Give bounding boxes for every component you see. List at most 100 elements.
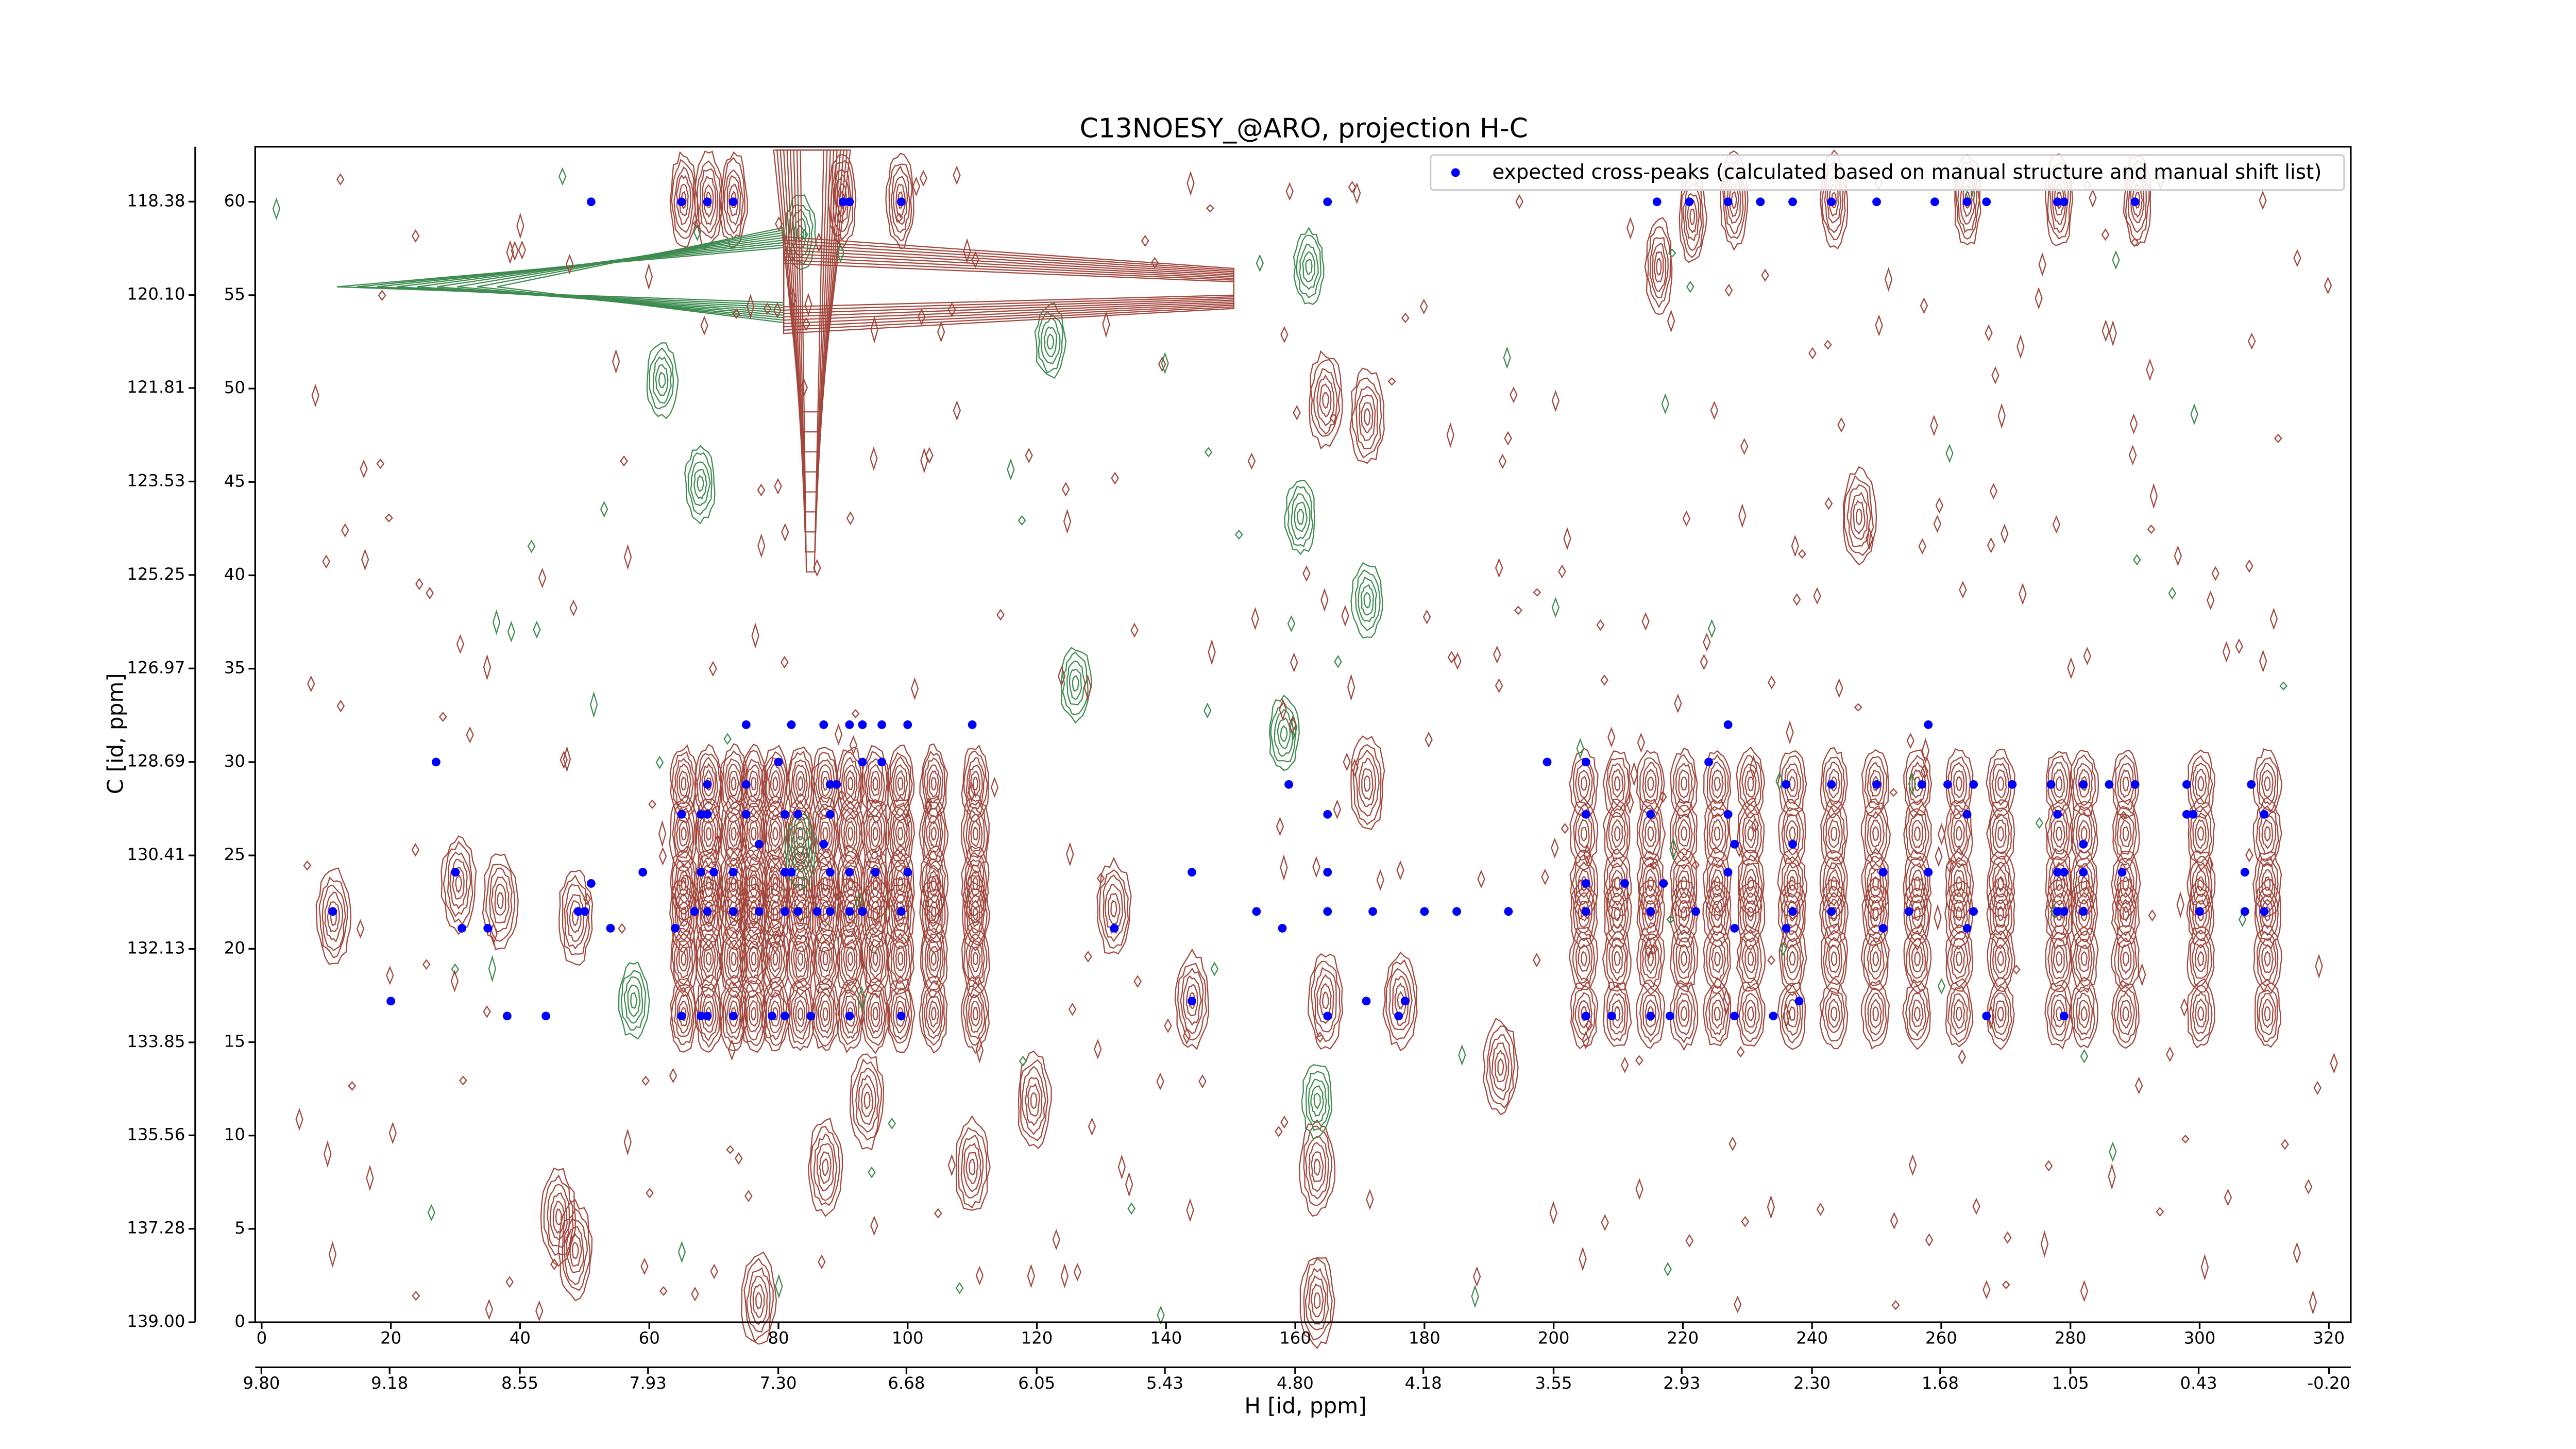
contour-line: [1705, 985, 1730, 1042]
contour-line: [975, 1036, 984, 1064]
contour-line: [868, 1166, 876, 1178]
contour-line: [2191, 938, 2209, 979]
contour-line: [655, 364, 669, 396]
contour-line: [1902, 979, 1931, 1050]
contour-line: [928, 901, 939, 928]
contour-line: [800, 228, 808, 240]
contour-line: [1933, 515, 1942, 533]
contour-line: [2071, 880, 2098, 949]
cross-peak: [1278, 923, 1287, 933]
contour-line: [1094, 1039, 1102, 1059]
contour-line: [1495, 678, 1503, 693]
contour-line: [699, 933, 719, 984]
contour-line: [2122, 876, 2129, 892]
contour-line: [2222, 641, 2231, 663]
contour-line: [818, 993, 833, 1034]
contour-line: [658, 372, 666, 389]
contour-line: [1675, 864, 1693, 904]
contour-line: [2188, 797, 2215, 871]
contour-line: [963, 750, 988, 816]
contour-line: [927, 864, 941, 903]
contour-line: [740, 914, 748, 937]
contour-line: [1691, 860, 1700, 870]
contour-line: [1360, 584, 1375, 616]
contour-line: [1611, 944, 1623, 974]
contour-line: [928, 1000, 939, 1028]
contour-line: [1607, 727, 1616, 748]
x2-tick-label: -0.20: [2308, 1373, 2351, 1393]
contour-line: [1865, 527, 1874, 550]
contour-line: [1608, 937, 1627, 982]
contour-line: [1958, 1049, 1967, 1065]
contour-line: [378, 290, 386, 301]
y-tick-label: 10: [224, 1125, 245, 1144]
cross-peak: [781, 907, 789, 916]
x2-tick-label: 4.18: [1405, 1373, 1442, 1393]
contour-line: [924, 807, 943, 861]
contour-line: [669, 151, 698, 248]
contour-line: [870, 315, 878, 344]
contour-line: [1579, 1246, 1587, 1271]
contour-line: [838, 851, 862, 915]
contour-line: [692, 218, 701, 229]
contour-line: [1309, 350, 1343, 450]
contour-line: [1018, 1050, 1052, 1149]
contour-line: [1310, 961, 1341, 1042]
contour-line: [845, 946, 856, 972]
x2-tick-label: 6.68: [888, 1373, 925, 1393]
contour-line: [1102, 311, 1110, 338]
contour-line: [1419, 298, 1428, 315]
contour-line: [2192, 762, 2210, 805]
contour-line: [2252, 851, 2282, 918]
contour-line: [709, 661, 717, 677]
contour-line: [443, 840, 473, 925]
cross-peak: [1652, 197, 1662, 207]
contour-line: [318, 877, 348, 958]
contour-line: [955, 1115, 991, 1211]
cross-peak: [1646, 810, 1655, 819]
contour-line: [1661, 393, 1669, 415]
chart-title: C13NOESY_@ARO, projection H-C: [1080, 113, 1528, 144]
contour-line: [2224, 1188, 2232, 1206]
contour-line: [2134, 1076, 2143, 1094]
contour-line: [2114, 805, 2137, 864]
contour-line: [1739, 755, 1762, 813]
contour-line: [2235, 638, 2243, 654]
contour-line: [2304, 1179, 2313, 1194]
cross-peak: [781, 1012, 789, 1021]
contour-line: [926, 764, 942, 804]
contour-line: [1355, 385, 1379, 450]
contour-line: [872, 777, 878, 791]
contour-line: [438, 712, 447, 722]
contour-line: [658, 820, 667, 848]
contour-line: [655, 755, 664, 769]
contour-line: [842, 995, 858, 1034]
contour-line: [872, 951, 878, 967]
contour-line: [965, 1152, 978, 1185]
contour-line: [1997, 1006, 2004, 1022]
contour-line: [1842, 466, 1877, 566]
contour-line: [1710, 869, 1724, 898]
y-tick-label: 20: [224, 938, 245, 957]
contour-line: [968, 782, 976, 803]
contour-line: [1472, 1266, 1481, 1287]
contour-line: [1953, 770, 1965, 799]
cross-peak: [1878, 923, 1888, 933]
contour-line: [1605, 885, 1629, 942]
contour-line: [1689, 208, 1696, 226]
contour-line: [2330, 1052, 2338, 1074]
contour-line: [384, 513, 393, 523]
contour-line: [1777, 879, 1806, 949]
contour-line: [863, 1091, 871, 1110]
contour-line: [953, 400, 961, 421]
contour-line: [2122, 951, 2129, 967]
contour-line: [1908, 862, 1926, 904]
contour-line: [960, 976, 990, 1054]
contour-line: [2119, 820, 2132, 848]
contour-line: [1778, 922, 1807, 993]
contour-line: [2257, 983, 2278, 1042]
contour-line: [1714, 1006, 1721, 1022]
contour-line: [1570, 880, 1598, 950]
cross-peak: [703, 1012, 712, 1021]
